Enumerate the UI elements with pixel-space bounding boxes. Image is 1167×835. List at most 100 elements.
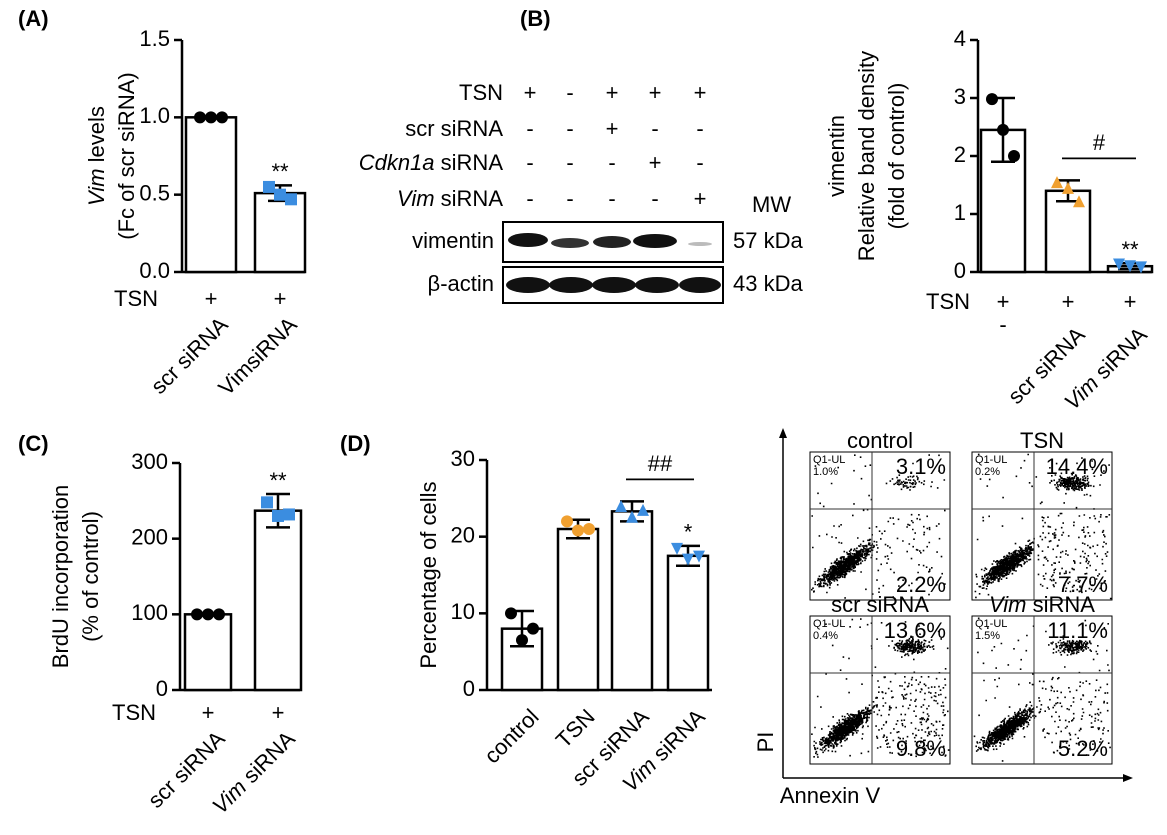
text-part: siRNA [435, 150, 504, 175]
bracket-label: # [1093, 130, 1106, 155]
y-axis-label: Percentage of cells [416, 481, 441, 668]
y-tick-label: 0 [954, 258, 966, 283]
data-point [615, 500, 627, 512]
y-axis-label: (fold of control) [884, 83, 909, 230]
quadrant-value: 13.6% [884, 618, 946, 643]
data-point [216, 111, 228, 124]
row-mark: - [999, 312, 1006, 337]
y-tick-label: 1 [954, 200, 966, 225]
blot-row-mark: - [526, 186, 533, 211]
bar [610, 510, 654, 692]
blot-row-mark: - [566, 150, 573, 175]
data-point [213, 608, 225, 621]
blot-row-mark: - [526, 116, 533, 141]
blot-row-mark: - [526, 150, 533, 175]
significance-label: ** [1121, 237, 1139, 262]
data-point [202, 608, 214, 621]
text-part: Vim [989, 592, 1027, 617]
data-point [191, 608, 203, 621]
data-point [527, 622, 539, 635]
flow-axes [779, 428, 1133, 782]
text-part: siRNA [435, 186, 504, 211]
significance-label: ** [271, 159, 289, 184]
row-mark: + [274, 286, 287, 311]
y-tick-label: 1.0 [139, 103, 170, 128]
quadrant-value: 7.7% [1058, 572, 1108, 597]
quadrant-value: 1.0% [813, 466, 838, 478]
bar [253, 191, 307, 274]
y-axis-label: (Fc of scr siRNA) [114, 72, 139, 239]
flow-plot-title: scr siRNA [831, 592, 929, 617]
blot-row-mark: + [606, 80, 619, 105]
quadrant-value: 0.4% [813, 630, 838, 642]
bar [1044, 189, 1092, 274]
data-point [986, 93, 998, 106]
row-label: TSN [114, 286, 158, 311]
quadrant-value: 2.2% [896, 572, 946, 597]
quadrant-name: Q1-UL [813, 618, 845, 630]
quadrant-name: Q1-UL [813, 454, 845, 466]
data-point [1135, 261, 1147, 274]
data-point [572, 524, 584, 537]
bar [556, 527, 600, 692]
y-tick-label: 10 [451, 599, 475, 624]
bar [184, 116, 238, 274]
y-tick-label: 2 [954, 142, 966, 167]
data-point [637, 503, 649, 516]
flow-y-label: PI [753, 732, 778, 753]
panel-label: (B) [520, 6, 551, 31]
quadrant-value: 5.2% [1058, 736, 1108, 761]
blot-row-mark: + [694, 186, 707, 211]
band-mw: 57 kDa [733, 228, 803, 253]
data-point [1051, 176, 1063, 189]
blot-row-mark: + [649, 80, 662, 105]
panel-label: (D) [340, 431, 371, 456]
text-part: siRNA [1027, 592, 1096, 617]
band [506, 277, 550, 293]
x-tick-label: control [479, 704, 543, 768]
text-part: siRNA [644, 704, 710, 770]
quadrant-value: 14.4% [1046, 454, 1108, 479]
blot-row-mark: - [696, 116, 703, 141]
cytometry-events [811, 618, 950, 758]
flow-plot-title: Vim siRNA [989, 592, 1095, 617]
y-tick-label: 4 [954, 26, 966, 51]
western-blot-frames [502, 221, 724, 304]
blot-row-label: scr siRNA [405, 116, 503, 141]
significance-label: * [684, 520, 693, 545]
y-tick-label: 0 [463, 676, 475, 701]
quadrant-name: Q1-UL [975, 454, 1007, 466]
y-tick-label: 300 [131, 449, 168, 474]
band [592, 277, 636, 293]
quadrant-value: 11.1% [1047, 618, 1108, 643]
x-tick-label: TSN [551, 704, 600, 753]
blot-row-mark: - [566, 116, 573, 141]
data-point [194, 111, 206, 124]
quadrant-value: 1.5% [975, 630, 1000, 642]
y-tick-label: 200 [131, 524, 168, 549]
blot-row-label: Cdkn1a siRNA [359, 150, 504, 175]
y-tick-label: 0.5 [139, 180, 170, 205]
band-label: vimentin [412, 228, 494, 253]
row-mark: + [272, 700, 285, 725]
flow-x-label: Annexin V [780, 783, 881, 808]
data-point [583, 523, 595, 535]
data-point [285, 193, 297, 206]
cytometry-events [974, 453, 1112, 600]
blot-row-mark: - [566, 186, 573, 211]
data-point [261, 496, 273, 509]
quadrant-value: 0.2% [975, 466, 1000, 478]
data-point [263, 180, 275, 193]
data-point [1062, 181, 1074, 194]
data-point [205, 111, 217, 124]
flow-plot-frame [971, 451, 1113, 601]
data-point [274, 188, 286, 201]
data-point [997, 123, 1009, 136]
text-part: Vim [84, 168, 109, 206]
y-tick-label: 0.0 [139, 258, 170, 283]
data-point [561, 515, 573, 528]
arrow-head [1123, 774, 1133, 782]
text-part: levels [84, 106, 109, 168]
quadrant-value: 9.8% [896, 736, 946, 761]
